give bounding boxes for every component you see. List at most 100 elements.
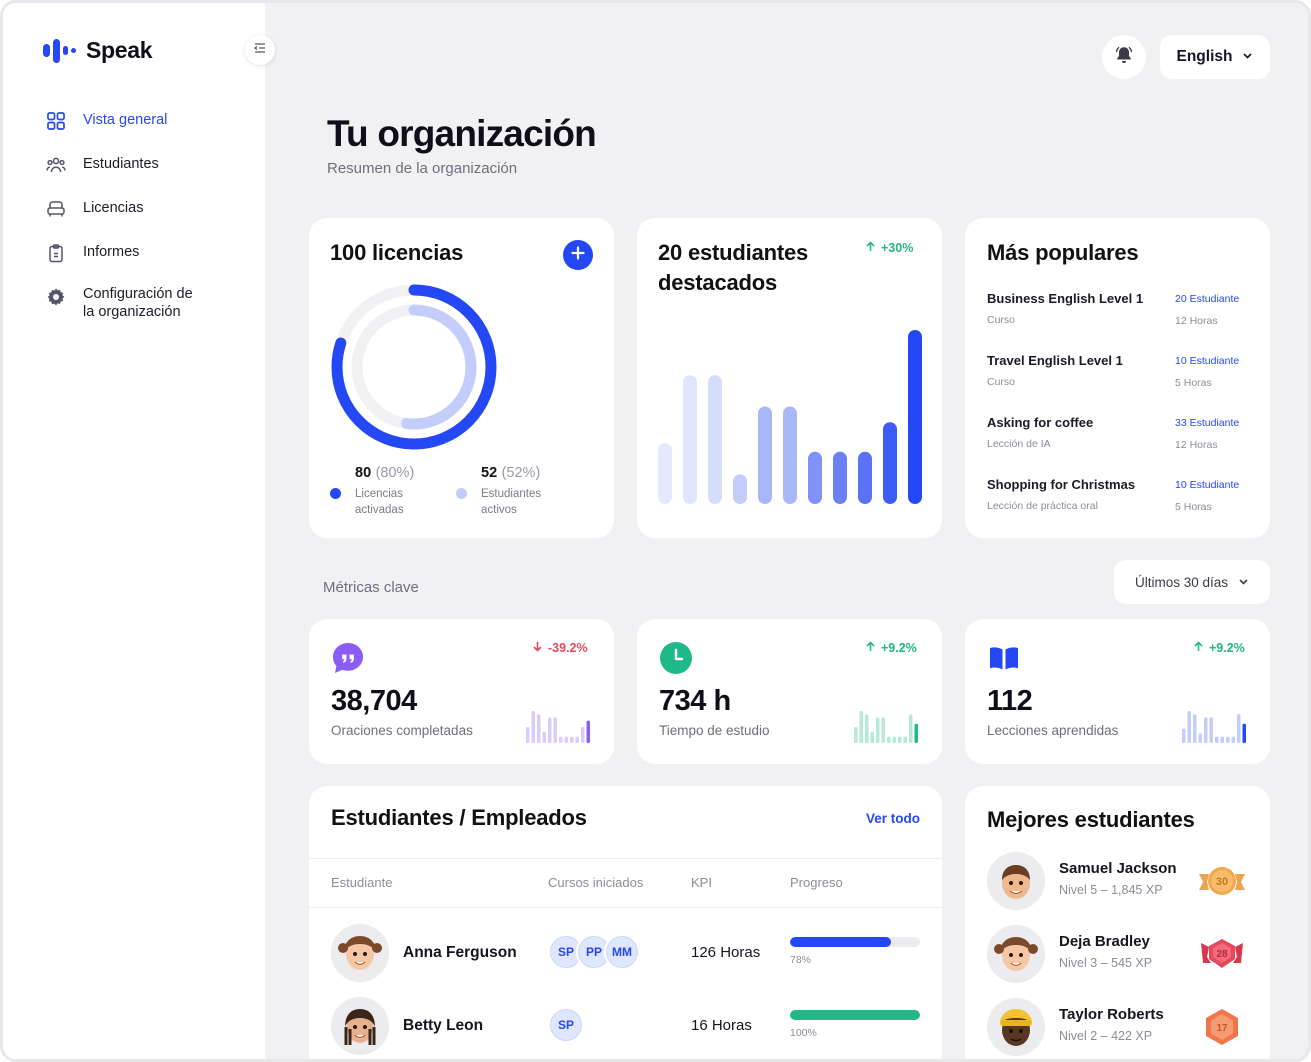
sidebar-item-org-settings[interactable]: Configuración de la organización bbox=[45, 285, 193, 329]
item-hours: 12 Horas bbox=[1175, 315, 1218, 327]
sparkbar bbox=[876, 717, 880, 743]
arrow-up-icon bbox=[865, 241, 876, 255]
student-name: Betty Leon bbox=[403, 1017, 484, 1034]
list-item[interactable]: Samuel Jackson Nivel 5 – 1,845 XP 30 bbox=[987, 852, 1249, 914]
sparkbar bbox=[526, 727, 530, 743]
metric-sparkbar-chart bbox=[1182, 711, 1246, 743]
students-card: Estudiantes / Empleados Ver todo Estudia… bbox=[309, 786, 942, 1059]
item-name: Asking for coffee bbox=[987, 415, 1094, 430]
speak-logo-icon bbox=[43, 38, 76, 63]
sidebar-item-label: Informes bbox=[83, 244, 140, 260]
trend-value: +9.2% bbox=[881, 641, 917, 655]
course-chip[interactable]: SP bbox=[548, 1007, 584, 1043]
sidebar-item-label: Licencias bbox=[83, 200, 144, 216]
kpi-value: 16 Horas bbox=[691, 1017, 752, 1034]
sparkbar bbox=[564, 736, 568, 743]
stat-count: 80 bbox=[355, 465, 372, 481]
kpi-value: 126 Horas bbox=[691, 944, 761, 961]
course-chip[interactable]: MM bbox=[604, 934, 640, 970]
collapse-sidebar-button[interactable] bbox=[245, 35, 275, 65]
metric-trend: +9.2% bbox=[865, 641, 917, 655]
list-item[interactable]: Business English Level 1 Curso 20 Estudia… bbox=[987, 291, 1249, 353]
student-level-xp: Nivel 3 – 545 XP bbox=[1059, 956, 1153, 970]
page-title: Tu organización bbox=[327, 113, 597, 154]
ribbon-badge-icon: 30 bbox=[1199, 867, 1245, 895]
armchair-icon bbox=[45, 198, 67, 220]
course-chips: SP PP MM bbox=[548, 934, 640, 970]
stat-percent: (80%) bbox=[375, 465, 415, 481]
students-title: Estudiantes / Empleados bbox=[331, 805, 587, 830]
logo[interactable]: Speak bbox=[43, 37, 153, 64]
chart-bar bbox=[908, 330, 922, 504]
language-select[interactable]: English bbox=[1160, 35, 1270, 79]
list-item[interactable]: Shopping for Christmas Lección de práctic… bbox=[987, 477, 1249, 539]
student-name: Deja Bradley bbox=[1059, 933, 1150, 950]
list-item[interactable]: Travel English Level 1 Curso 10 Estudiant… bbox=[987, 353, 1249, 415]
best-students-card: Mejores estudiantes Samuel Jackson Nivel… bbox=[965, 786, 1270, 1059]
item-type: Lección de práctica oral bbox=[987, 500, 1098, 512]
sparkbar bbox=[1198, 733, 1202, 743]
sparkbar bbox=[854, 727, 858, 743]
popular-title: Más populares bbox=[987, 240, 1139, 265]
most-popular-card: Más populares Business English Level 1 Cu… bbox=[965, 218, 1270, 538]
sparkbar bbox=[1204, 717, 1208, 743]
course-chips: SP bbox=[548, 1007, 584, 1043]
column-header[interactable]: Progreso bbox=[790, 875, 843, 890]
sparkbar bbox=[887, 736, 891, 743]
clipboard-icon bbox=[45, 242, 67, 264]
date-range-select[interactable]: Últimos 30 días bbox=[1114, 560, 1270, 604]
avatar bbox=[987, 852, 1045, 910]
column-header[interactable]: Cursos iniciados bbox=[548, 875, 644, 890]
sidebar-item-students[interactable]: Estudiantes bbox=[45, 153, 193, 197]
add-license-button[interactable] bbox=[563, 240, 593, 270]
grid-icon bbox=[45, 110, 67, 132]
arrow-up-icon bbox=[865, 641, 876, 655]
item-hours: 5 Horas bbox=[1175, 377, 1212, 389]
trend-value: +30% bbox=[881, 241, 914, 255]
metric-label: Tiempo de estudio bbox=[659, 723, 770, 738]
sidebar-item-licenses[interactable]: Licencias bbox=[45, 197, 193, 241]
list-item[interactable]: Deja Bradley Nivel 3 – 545 XP 28 bbox=[987, 925, 1249, 987]
legend-dot bbox=[330, 488, 341, 499]
metric-card-lessons: +9.2% 112 Lecciones aprendidas bbox=[965, 619, 1270, 764]
avatar bbox=[331, 924, 389, 982]
users-icon bbox=[45, 154, 67, 176]
badge-value: 28 bbox=[1216, 949, 1228, 960]
sparkbar bbox=[1187, 711, 1191, 743]
table-row[interactable]: Betty Leon SP 16 Horas 100% bbox=[309, 993, 942, 1059]
notifications-button[interactable] bbox=[1102, 35, 1146, 79]
sparkbar bbox=[865, 714, 869, 743]
activated-licenses-stat: 80 (80%) Licencias activadas bbox=[330, 464, 435, 518]
active-students-stat: 52 (52%) Estudiantes activos bbox=[456, 464, 561, 518]
list-item[interactable]: Asking for coffee Lección de IA 33 Estudi… bbox=[987, 415, 1249, 477]
metric-card-study-time: +9.2% 734 h Tiempo de estudio bbox=[637, 619, 942, 764]
column-header[interactable]: KPI bbox=[691, 875, 712, 890]
table-row[interactable]: Anna Ferguson SP PP MM 126 Horas 78% bbox=[309, 920, 942, 992]
book-icon bbox=[987, 641, 1021, 675]
progress-value: 100% bbox=[790, 1027, 817, 1039]
progress-bar: 78% bbox=[790, 937, 920, 966]
plus-icon bbox=[571, 245, 585, 265]
sidebar-item-label: Estudiantes bbox=[83, 156, 159, 172]
sparkbar bbox=[870, 731, 874, 743]
stat-percent: (52%) bbox=[501, 465, 541, 481]
column-header[interactable]: Estudiante bbox=[331, 875, 393, 890]
course-chip[interactable]: PP bbox=[576, 934, 612, 970]
sparkbar bbox=[559, 736, 563, 743]
stat-count: 52 bbox=[481, 465, 498, 481]
metric-value: 38,704 bbox=[331, 685, 417, 717]
item-student-count: 33 Estudiante bbox=[1175, 417, 1240, 429]
chart-bar bbox=[758, 406, 772, 504]
chevron-down-icon bbox=[1242, 48, 1253, 66]
see-all-link[interactable]: Ver todo bbox=[865, 811, 920, 826]
sparkbar bbox=[581, 727, 585, 743]
metric-card-sentences: -39.2% 38,704 Oraciones completadas bbox=[309, 619, 614, 764]
bell-icon bbox=[1114, 45, 1134, 70]
sidebar-item-reports[interactable]: Informes bbox=[45, 241, 193, 285]
student-level-xp: Nivel 2 – 422 XP bbox=[1059, 1029, 1153, 1043]
sidebar-item-overview[interactable]: Vista general bbox=[45, 109, 193, 153]
list-item[interactable]: Taylor Roberts Nivel 2 – 422 XP 17 bbox=[987, 998, 1249, 1059]
metric-label: Lecciones aprendidas bbox=[987, 723, 1119, 738]
chart-bar bbox=[783, 406, 797, 504]
